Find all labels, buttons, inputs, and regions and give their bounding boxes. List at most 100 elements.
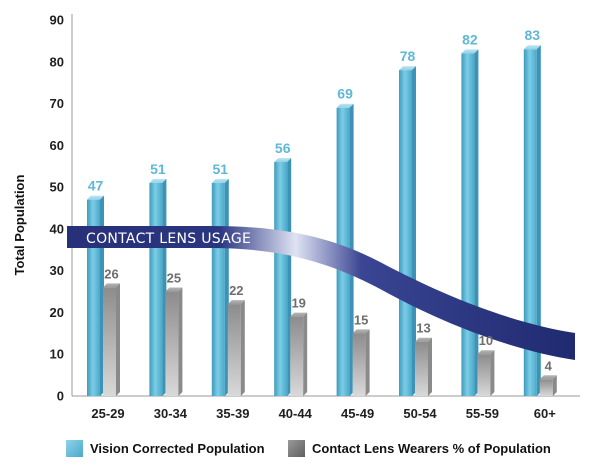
data-label-vision-corrected: 78 [400, 48, 416, 64]
y-tick-label: 0 [57, 389, 64, 404]
y-tick-label: 70 [50, 96, 64, 111]
x-tick-label: 55-59 [466, 406, 499, 421]
bar-top [523, 45, 541, 50]
bar-body [274, 162, 288, 396]
x-axis: 25-29 30-34 35-39 40-44 45-49 50-54 55-59 60+ [72, 395, 580, 421]
y-tick-label: 80 [50, 54, 64, 69]
legend-label: Vision Corrected Population [90, 441, 265, 456]
bar-body [149, 182, 163, 396]
bar-top [274, 158, 292, 163]
bar-top [336, 103, 354, 108]
bar-top [165, 287, 183, 292]
bar-side [490, 350, 495, 396]
bar-side [412, 66, 416, 396]
bar-side [552, 375, 557, 396]
y-tick-label: 60 [50, 138, 64, 153]
x-tick-label: 45-49 [341, 406, 374, 421]
y-tick-label: 10 [50, 347, 64, 362]
usage-band-shape [67, 226, 575, 360]
bar-top [227, 300, 245, 305]
bar-contact-lens [165, 287, 183, 396]
x-tick-label: 25-29 [91, 406, 124, 421]
usage-band: CONTACT LENS USAGE [67, 226, 575, 360]
data-label-contact-lens: 26 [104, 266, 118, 281]
data-label-contact-lens: 4 [545, 358, 553, 373]
y-axis: 0 10 20 30 40 50 60 70 80 90 [50, 13, 73, 404]
bar-vision-corrected [274, 158, 292, 396]
data-labels: 47 26 51 25 51 22 56 19 69 15 78 13 82 10 83 4 [88, 27, 553, 373]
data-label-contact-lens: 15 [354, 312, 368, 327]
bar-vision-corrected [87, 195, 104, 396]
legend-item-contact-lens: Contact Lens Wearers % of Population [288, 440, 551, 457]
bar-top [415, 337, 432, 342]
x-tick-label: 30-34 [154, 406, 188, 421]
bar-top [461, 49, 479, 54]
bar-top [399, 66, 416, 71]
bar-top [103, 283, 120, 288]
legend-label: Contact Lens Wearers % of Population [312, 441, 551, 456]
data-label-vision-corrected: 69 [337, 86, 353, 102]
bar-vision-corrected [149, 178, 167, 396]
bar-body [290, 316, 304, 396]
usage-band-label: CONTACT LENS USAGE [86, 231, 251, 247]
bar-body [461, 53, 475, 397]
bar-top [87, 195, 104, 200]
data-label-contact-lens: 25 [167, 271, 181, 286]
bar-contact-lens [290, 312, 308, 396]
y-tick-label: 40 [50, 221, 64, 236]
bar-vision-corrected [211, 178, 229, 396]
bar-contact-lens [477, 350, 495, 396]
bar-body [211, 182, 225, 396]
bar-contact-lens [352, 329, 370, 396]
x-tick-label: 40-44 [279, 406, 313, 421]
bar-body [539, 379, 553, 396]
y-tick-label: 20 [50, 305, 64, 320]
bar-body [103, 287, 116, 396]
legend-item-vision-corrected: Vision Corrected Population [66, 440, 265, 457]
x-tick-label: 50-54 [403, 406, 437, 421]
bar-body [399, 70, 412, 396]
bar-vision-corrected [461, 49, 479, 397]
y-tick-label: 30 [50, 263, 64, 278]
legend: Vision Corrected Population Contact Lens … [66, 440, 551, 457]
bar-side [116, 283, 120, 396]
bar-top [211, 178, 229, 183]
x-tick-label: 35-39 [216, 406, 249, 421]
bar-vision-corrected [523, 45, 541, 396]
bar-top [290, 312, 308, 317]
bar-body [477, 354, 491, 396]
bar-top [352, 329, 370, 334]
data-label-contact-lens: 13 [416, 321, 430, 336]
bar-contact-lens [227, 300, 245, 396]
y-tick-label: 90 [50, 13, 64, 28]
bar-body [523, 49, 537, 396]
y-axis-title: Total Population [12, 175, 27, 276]
legend-swatch [288, 440, 305, 457]
data-label-vision-corrected: 82 [462, 31, 478, 47]
bar-top [477, 350, 495, 355]
data-label-vision-corrected: 51 [213, 161, 229, 177]
data-label-vision-corrected: 83 [525, 27, 541, 43]
bar-top [539, 375, 557, 380]
data-label-contact-lens: 19 [291, 296, 305, 311]
bar-side [303, 312, 308, 396]
bar-vision-corrected [399, 66, 416, 396]
y-tick-label: 50 [50, 180, 64, 195]
bar-body [415, 341, 428, 396]
bar-contact-lens [103, 283, 120, 396]
bar-top [149, 178, 167, 183]
bar-side [365, 329, 370, 396]
bar-contact-lens [539, 375, 557, 396]
bar-side [428, 337, 432, 396]
bar-side [536, 45, 541, 396]
bar-body [87, 199, 100, 396]
data-label-vision-corrected: 47 [88, 178, 104, 194]
data-label-contact-lens: 10 [479, 333, 493, 348]
legend-swatch [66, 440, 83, 457]
data-label-vision-corrected: 51 [150, 161, 166, 177]
x-tick-label: 60+ [534, 406, 556, 421]
bar-contact-lens [415, 337, 432, 396]
data-label-vision-corrected: 56 [275, 140, 291, 156]
bar-body [165, 291, 179, 396]
